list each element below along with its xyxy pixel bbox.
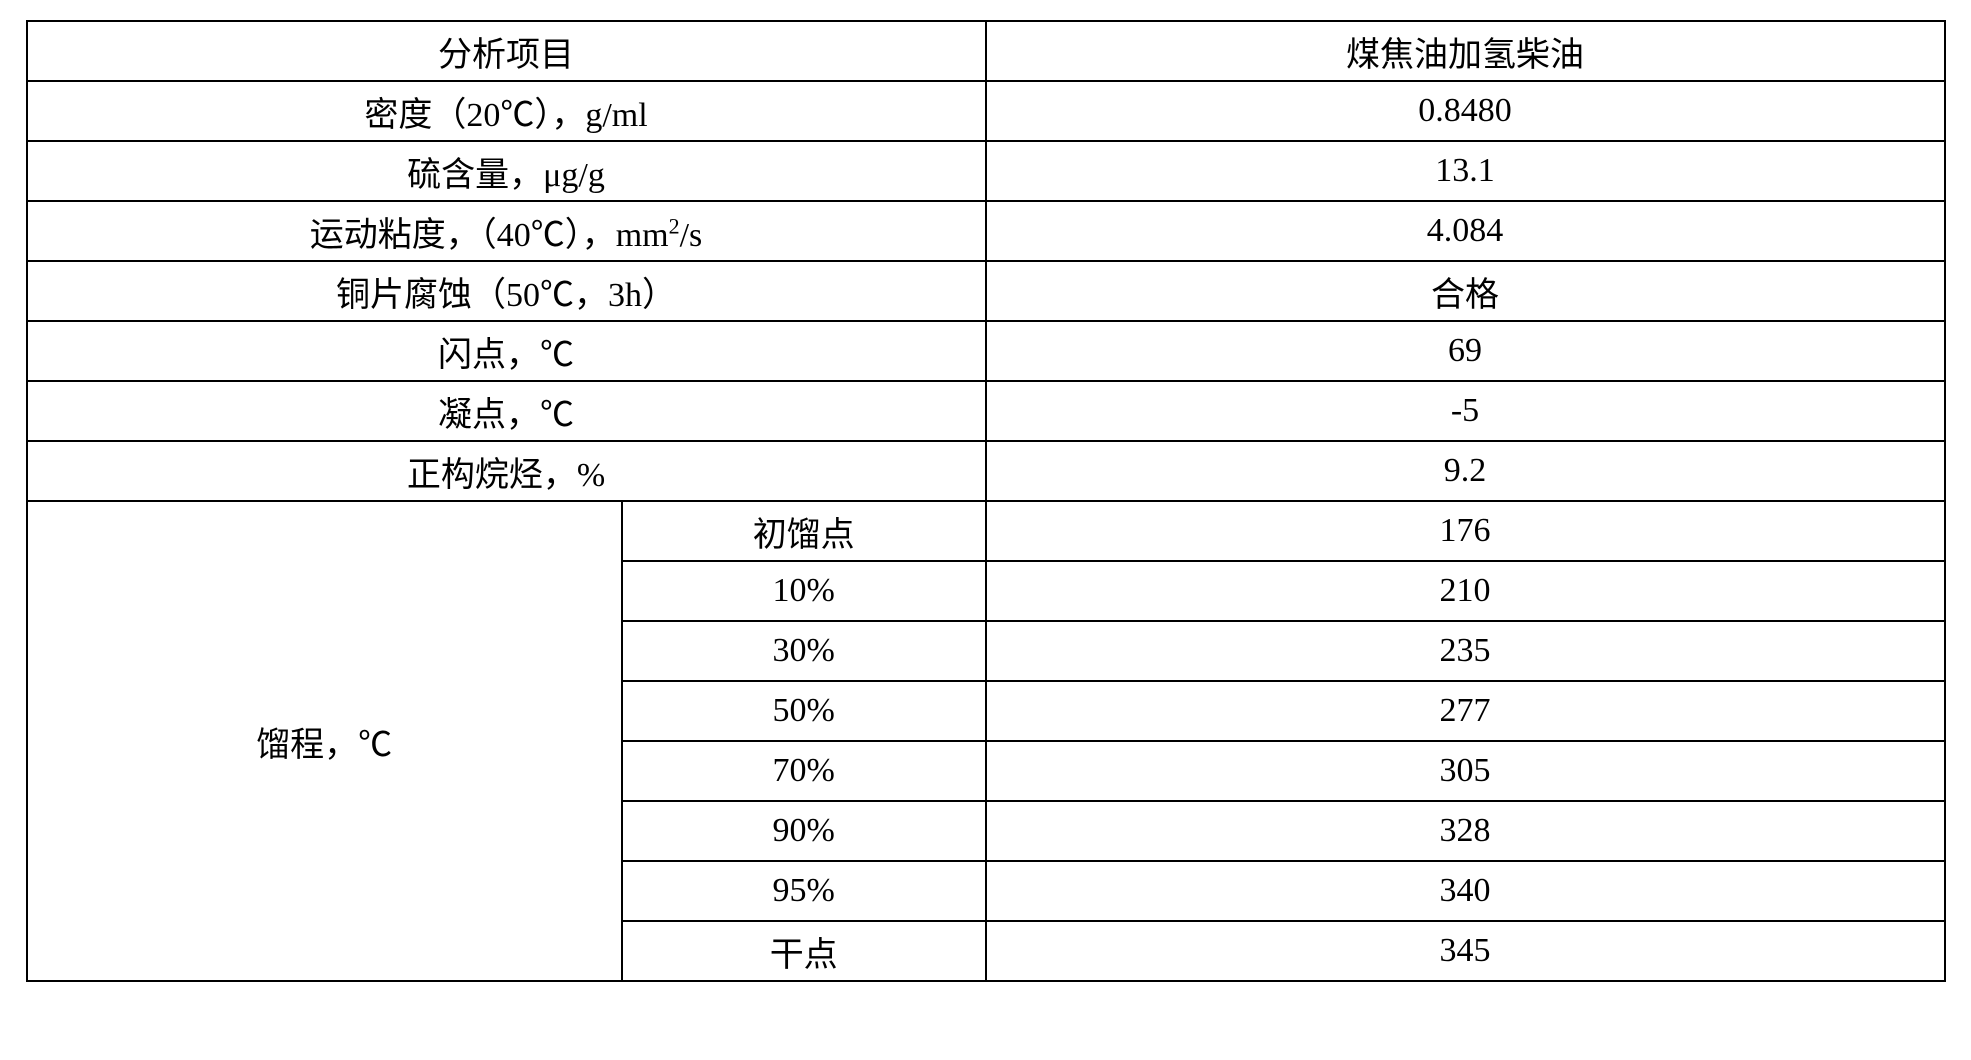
distillation-point: 30% xyxy=(622,621,986,681)
table-header-row: 分析项目 煤焦油加氢柴油 xyxy=(27,21,1945,81)
distillation-point: 10% xyxy=(622,561,986,621)
row-label: 正构烷烃，% xyxy=(27,441,986,501)
row-value: 13.1 xyxy=(986,141,1945,201)
distillation-row: 馏程，℃ 初馏点 176 xyxy=(27,501,1945,561)
distillation-value: 176 xyxy=(986,501,1945,561)
row-label-viscosity: 运动粘度，（40℃），mm2/s xyxy=(27,201,986,261)
distillation-point: 70% xyxy=(622,741,986,801)
row-value: 合格 xyxy=(986,261,1945,321)
distillation-value: 210 xyxy=(986,561,1945,621)
distillation-point: 50% xyxy=(622,681,986,741)
row-label: 硫含量，μg/g xyxy=(27,141,986,201)
row-label: 密度（20℃），g/ml xyxy=(27,81,986,141)
distillation-value: 305 xyxy=(986,741,1945,801)
table-row: 闪点，℃ 69 xyxy=(27,321,1945,381)
header-col2: 煤焦油加氢柴油 xyxy=(986,21,1945,81)
analysis-table: 分析项目 煤焦油加氢柴油 密度（20℃），g/ml 0.8480 硫含量，μg/… xyxy=(26,20,1946,982)
row-label: 铜片腐蚀（50℃，3h） xyxy=(27,261,986,321)
distillation-point: 95% xyxy=(622,861,986,921)
distillation-value: 277 xyxy=(986,681,1945,741)
header-col1: 分析项目 xyxy=(27,21,986,81)
distillation-value: 345 xyxy=(986,921,1945,981)
row-label: 闪点，℃ xyxy=(27,321,986,381)
distillation-group-label: 馏程，℃ xyxy=(27,501,622,981)
row-value: -5 xyxy=(986,381,1945,441)
table-row: 密度（20℃），g/ml 0.8480 xyxy=(27,81,1945,141)
row-value: 0.8480 xyxy=(986,81,1945,141)
row-value: 9.2 xyxy=(986,441,1945,501)
distillation-point: 干点 xyxy=(622,921,986,981)
distillation-point: 初馏点 xyxy=(622,501,986,561)
row-label: 凝点，℃ xyxy=(27,381,986,441)
distillation-value: 235 xyxy=(986,621,1945,681)
table-row: 铜片腐蚀（50℃，3h） 合格 xyxy=(27,261,1945,321)
row-value: 69 xyxy=(986,321,1945,381)
table-row: 凝点，℃ -5 xyxy=(27,381,1945,441)
row-value: 4.084 xyxy=(986,201,1945,261)
distillation-value: 328 xyxy=(986,801,1945,861)
table-row: 硫含量，μg/g 13.1 xyxy=(27,141,1945,201)
table-row: 运动粘度，（40℃），mm2/s 4.084 xyxy=(27,201,1945,261)
table-row: 正构烷烃，% 9.2 xyxy=(27,441,1945,501)
distillation-value: 340 xyxy=(986,861,1945,921)
distillation-point: 90% xyxy=(622,801,986,861)
